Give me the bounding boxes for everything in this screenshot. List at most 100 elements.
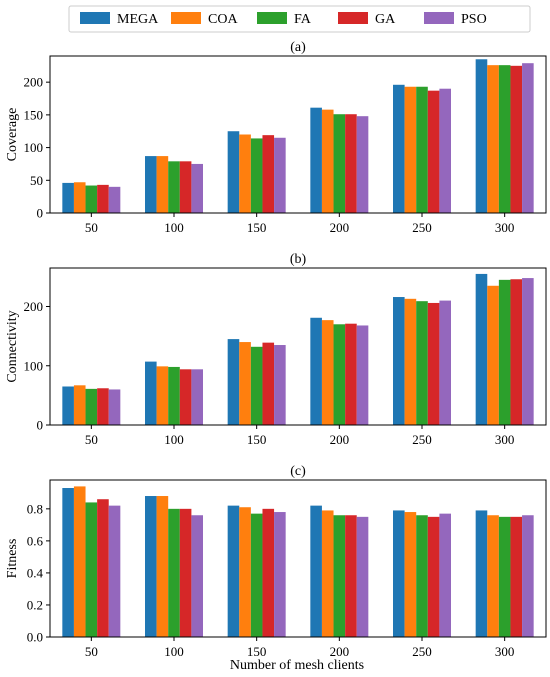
bar-pso-300 — [522, 515, 534, 637]
bar-fa-200 — [333, 515, 346, 637]
y-tick-label: 0 — [37, 206, 44, 221]
bar-mega-250 — [393, 84, 405, 214]
legend-swatch-ga — [338, 12, 368, 24]
x-tick-label: 200 — [330, 432, 350, 447]
panel-title: (b) — [290, 252, 307, 267]
bar-ga-250 — [427, 90, 440, 213]
y-axis-label: Coverage — [5, 108, 20, 162]
y-tick-label: 0.0 — [27, 630, 43, 645]
x-tick-label: 200 — [330, 644, 350, 659]
bar-coa-200 — [321, 320, 334, 425]
legend-label-mega: MEGA — [117, 12, 159, 27]
bar-ga-250 — [427, 516, 440, 637]
bar-coa-200 — [321, 109, 334, 213]
bar-ga-200 — [345, 114, 357, 213]
bar-ga-300 — [510, 279, 523, 425]
chart-panels: (a) Coverage 0 50 100 150 200 50 100 150 200 250 300… — [5, 40, 547, 659]
bar-ga-150 — [262, 342, 275, 425]
x-tick-label: 300 — [495, 432, 515, 447]
y-tick-label: 0.4 — [27, 565, 44, 580]
y-tick-label: 100 — [24, 358, 44, 373]
bar-mega-300 — [475, 59, 488, 214]
bar-mega-150 — [227, 505, 240, 637]
bar-mega-100 — [145, 361, 157, 425]
bar-fa-200 — [333, 114, 346, 213]
bar-ga-50 — [97, 184, 109, 213]
bar-pso-150 — [274, 512, 286, 637]
bar-mega-200 — [310, 505, 322, 637]
bar-coa-250 — [404, 86, 417, 213]
bar-fa-300 — [498, 279, 511, 425]
x-axis-label: Number of mesh clients — [230, 658, 364, 673]
bar-ga-250 — [427, 302, 440, 425]
bar-mega-300 — [475, 273, 488, 425]
x-tick-label: 300 — [495, 644, 515, 659]
bar-fa-150 — [250, 138, 263, 213]
legend-label-pso: PSO — [461, 12, 487, 27]
y-tick-label: 0.2 — [27, 597, 43, 612]
bar-fa-100 — [168, 508, 180, 637]
legend-label-fa: FA — [294, 12, 312, 27]
y-axis-label: Connectivity — [5, 310, 20, 382]
bar-ga-200 — [345, 515, 357, 637]
bar-coa-100 — [156, 156, 169, 213]
panel-c: (c) Fitness 0.0 0.2 0.4 0.6 0.8 50 100 150 200 250 3… — [5, 464, 547, 659]
bar-ga-300 — [510, 65, 523, 213]
bar-coa-250 — [404, 298, 417, 425]
bar-mega-100 — [145, 156, 157, 213]
bar-coa-300 — [487, 65, 499, 214]
bar-fa-250 — [416, 86, 428, 213]
x-tick-label: 50 — [85, 432, 98, 447]
y-tick-label: 0.6 — [27, 533, 44, 548]
bar-coa-300 — [487, 285, 499, 425]
bar-fa-150 — [250, 513, 263, 637]
bar-fa-300 — [498, 65, 511, 214]
bar-mega-50 — [62, 182, 74, 213]
x-tick-label: 100 — [164, 644, 184, 659]
y-tick-label: 200 — [24, 299, 44, 314]
legend-swatch-pso — [424, 12, 454, 24]
bar-fa-100 — [168, 366, 180, 425]
bar-coa-50 — [73, 182, 86, 213]
legend-label-coa: COA — [208, 12, 238, 27]
panel-title: (a) — [290, 40, 306, 55]
x-tick-label: 250 — [412, 432, 432, 447]
bar-pso-250 — [439, 300, 451, 425]
bar-fa-50 — [85, 388, 98, 425]
x-tick-label: 150 — [247, 220, 267, 235]
y-tick-label: 0 — [37, 418, 44, 433]
bar-pso-50 — [108, 505, 121, 637]
x-tick-label: 150 — [247, 432, 267, 447]
y-tick-label: 200 — [24, 75, 44, 90]
x-tick-label: 100 — [164, 432, 184, 447]
bar-pso-300 — [522, 63, 534, 214]
bar-pso-250 — [439, 513, 451, 637]
bar-mega-150 — [227, 339, 240, 425]
bar-pso-100 — [191, 515, 203, 637]
bar-mega-250 — [393, 297, 405, 425]
bar-fa-150 — [250, 346, 263, 425]
legend-label-ga: GA — [375, 12, 396, 27]
bar-ga-150 — [262, 508, 275, 637]
bar-pso-200 — [356, 116, 369, 213]
bar-fa-250 — [416, 515, 428, 637]
bar-ga-100 — [179, 161, 192, 213]
axes-frame — [49, 267, 547, 426]
legend: MEGA COA FA GA PSO — [68, 5, 531, 33]
bar-mega-50 — [62, 386, 74, 425]
bar-coa-150 — [239, 134, 251, 213]
bar-pso-300 — [522, 278, 534, 425]
y-tick-label: 0.8 — [27, 501, 43, 516]
bar-coa-100 — [156, 496, 169, 637]
bar-mega-300 — [475, 510, 488, 637]
bar-fa-250 — [416, 301, 428, 425]
x-tick-label: 50 — [85, 220, 98, 235]
bar-pso-50 — [108, 389, 121, 425]
bar-pso-100 — [191, 163, 203, 213]
bar-pso-150 — [274, 137, 286, 213]
bar-coa-200 — [321, 510, 334, 637]
bar-coa-50 — [73, 385, 86, 425]
x-tick-label: 100 — [164, 220, 184, 235]
bar-fa-50 — [85, 502, 98, 637]
